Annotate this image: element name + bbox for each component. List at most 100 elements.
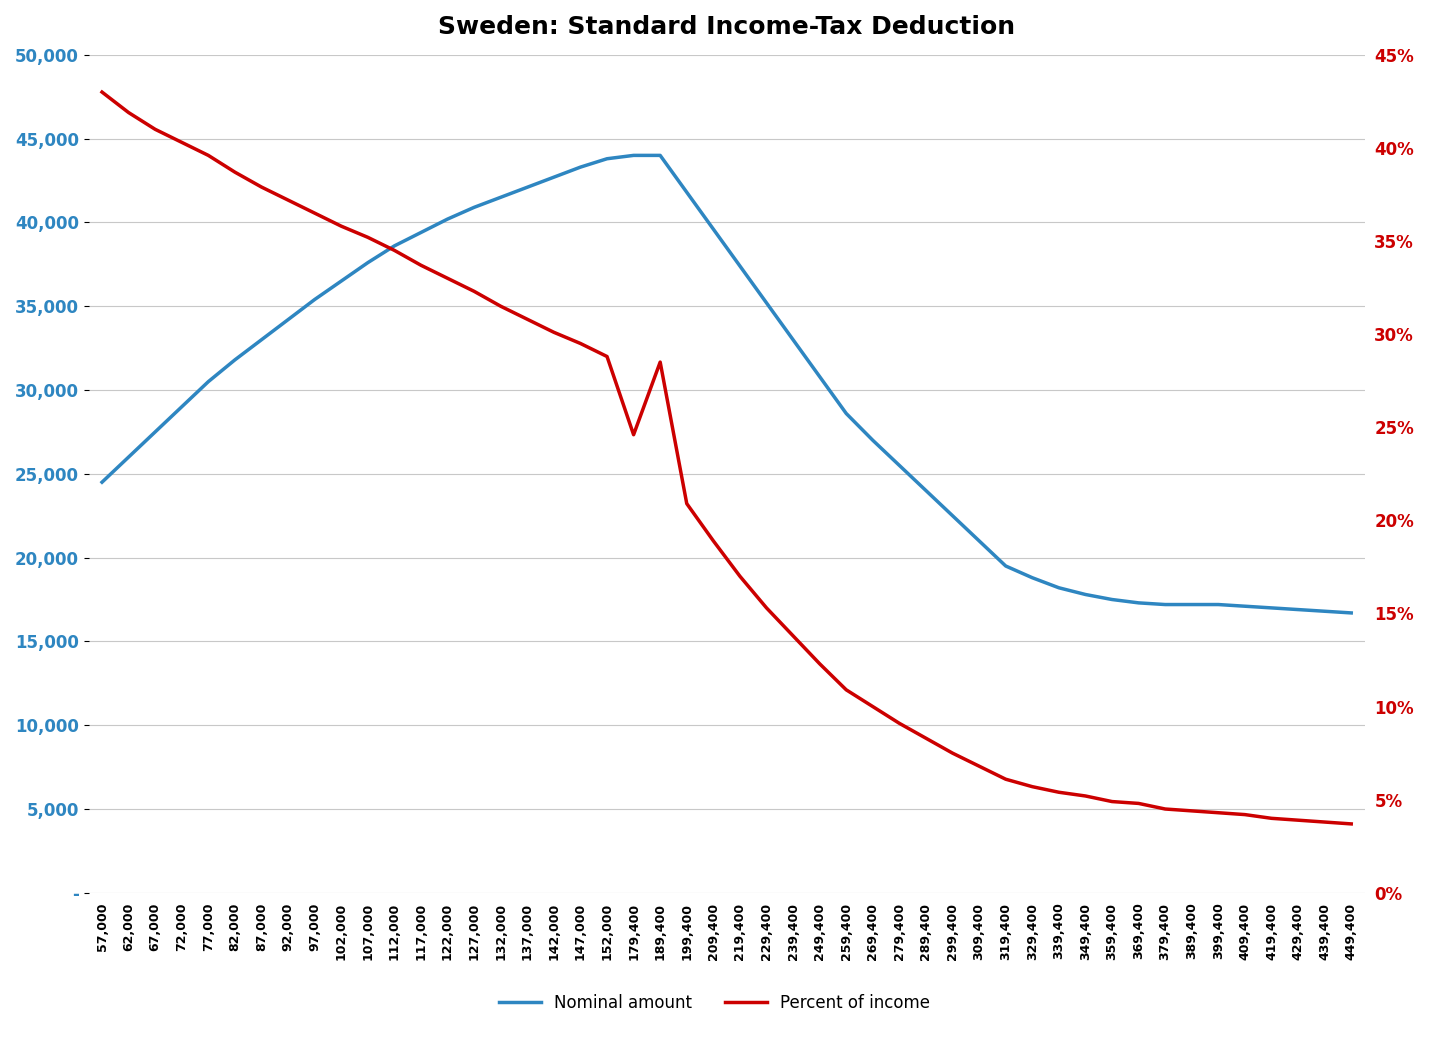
Nominal amount [890, 459, 907, 472]
Legend: Nominal amount, Percent of income: Nominal amount, Percent of income [492, 987, 937, 1018]
Nominal amount [93, 476, 110, 488]
Percent of income [1103, 795, 1120, 808]
Nominal amount [785, 334, 802, 346]
Nominal amount [280, 313, 297, 326]
Nominal amount [333, 275, 350, 287]
Nominal amount [147, 426, 164, 439]
Nominal amount [173, 400, 190, 413]
Percent of income [890, 718, 907, 730]
Percent of income [679, 498, 696, 510]
Nominal amount [200, 375, 217, 388]
Percent of income [519, 313, 536, 326]
Percent of income [253, 180, 270, 193]
Percent of income [306, 207, 323, 220]
Nominal amount [546, 171, 563, 184]
Nominal amount [226, 354, 243, 366]
Nominal amount [812, 370, 829, 383]
Percent of income [147, 123, 164, 136]
Percent of income [359, 231, 376, 244]
Nominal amount [572, 161, 589, 173]
Percent of income [466, 285, 483, 298]
Percent of income [1023, 781, 1040, 793]
Nominal amount [704, 223, 722, 235]
Nominal amount [1210, 598, 1228, 611]
Percent of income [226, 166, 243, 178]
Nominal amount [997, 560, 1015, 572]
Nominal amount [386, 240, 403, 252]
Percent of income [1316, 816, 1333, 829]
Line: Percent of income: Percent of income [101, 92, 1352, 824]
Percent of income [1050, 786, 1067, 798]
Percent of income [1183, 805, 1200, 817]
Nominal amount [1130, 596, 1147, 609]
Percent of income [173, 136, 190, 148]
Nominal amount [837, 408, 855, 420]
Nominal amount [970, 535, 987, 548]
Percent of income [785, 629, 802, 642]
Nominal amount [624, 149, 642, 162]
Nominal amount [1289, 604, 1306, 616]
Nominal amount [466, 201, 483, 214]
Percent of income [1077, 790, 1095, 803]
Nominal amount [1316, 605, 1333, 617]
Nominal amount [945, 509, 962, 522]
Nominal amount [732, 260, 749, 273]
Nominal amount [1183, 598, 1200, 611]
Percent of income [1263, 812, 1280, 824]
Nominal amount [306, 293, 323, 306]
Percent of income [812, 657, 829, 670]
Nominal amount [1236, 600, 1253, 613]
Nominal amount [492, 191, 509, 203]
Nominal amount [120, 451, 137, 464]
Percent of income [333, 220, 350, 232]
Nominal amount [1343, 607, 1360, 619]
Percent of income [652, 356, 669, 368]
Percent of income [624, 428, 642, 441]
Percent of income [413, 259, 430, 272]
Nominal amount [1156, 598, 1173, 611]
Percent of income [837, 683, 855, 696]
Percent of income [1289, 814, 1306, 826]
Nominal amount [917, 484, 935, 497]
Nominal amount [359, 256, 376, 269]
Percent of income [492, 300, 509, 312]
Percent of income [572, 337, 589, 349]
Nominal amount [865, 435, 882, 447]
Percent of income [546, 326, 563, 338]
Nominal amount [652, 149, 669, 162]
Percent of income [439, 272, 456, 284]
Percent of income [93, 86, 110, 99]
Percent of income [865, 700, 882, 712]
Nominal amount [1103, 593, 1120, 606]
Percent of income [704, 535, 722, 548]
Nominal amount [439, 213, 456, 225]
Nominal amount [1023, 571, 1040, 584]
Percent of income [386, 244, 403, 256]
Title: Sweden: Standard Income-Tax Deduction: Sweden: Standard Income-Tax Deduction [439, 15, 1015, 39]
Percent of income [1236, 809, 1253, 821]
Percent of income [1343, 818, 1360, 831]
Percent of income [732, 570, 749, 583]
Percent of income [1210, 807, 1228, 819]
Percent of income [120, 107, 137, 119]
Percent of income [917, 732, 935, 745]
Nominal amount [679, 186, 696, 198]
Nominal amount [253, 334, 270, 346]
Percent of income [757, 601, 775, 614]
Nominal amount [1050, 582, 1067, 594]
Percent of income [970, 760, 987, 773]
Percent of income [1156, 803, 1173, 815]
Nominal amount [757, 297, 775, 309]
Nominal amount [519, 181, 536, 194]
Percent of income [280, 194, 297, 206]
Percent of income [945, 747, 962, 759]
Nominal amount [599, 152, 616, 165]
Nominal amount [1077, 588, 1095, 600]
Nominal amount [413, 226, 430, 239]
Percent of income [997, 773, 1015, 785]
Line: Nominal amount: Nominal amount [101, 156, 1352, 613]
Percent of income [200, 149, 217, 162]
Percent of income [1130, 797, 1147, 810]
Nominal amount [1263, 601, 1280, 614]
Percent of income [599, 351, 616, 363]
